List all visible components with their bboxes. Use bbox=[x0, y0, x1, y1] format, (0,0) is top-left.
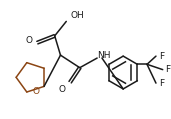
Text: F: F bbox=[159, 52, 164, 61]
Text: F: F bbox=[159, 79, 164, 88]
Text: NH: NH bbox=[97, 51, 111, 60]
Text: O: O bbox=[59, 85, 66, 94]
Text: O: O bbox=[25, 36, 32, 45]
Text: OH: OH bbox=[70, 11, 84, 20]
Text: O: O bbox=[33, 87, 40, 96]
Text: F: F bbox=[166, 65, 171, 74]
